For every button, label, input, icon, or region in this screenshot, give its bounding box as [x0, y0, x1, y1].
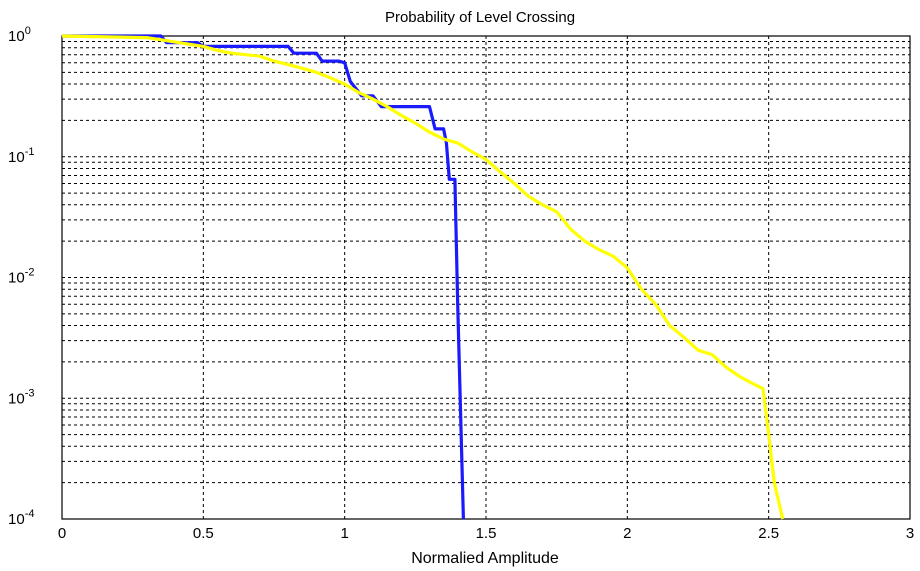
y-tick-label: 10-2 [8, 267, 34, 287]
x-tick-label: 1.5 [476, 525, 497, 542]
y-tick-label: 10-1 [8, 146, 34, 166]
x-tick-label: 2 [623, 525, 631, 542]
x-axis-label: Normalied Amplitude [411, 550, 559, 567]
y-tick-label: 10-4 [8, 508, 34, 528]
plot-frame [61, 35, 911, 520]
series-line-2 [61, 34, 785, 520]
tick-labels: 0 0.5 1 1.5 2 2.5 3 100 10-1 10-2 10-3 10-4 [8, 25, 914, 542]
y-tick-label: 10-3 [8, 387, 34, 407]
x-tick-label: 0 [58, 525, 66, 542]
x-tick-label: 3 [906, 525, 914, 542]
grid [62, 36, 910, 519]
x-tick-label: 0.5 [193, 525, 214, 542]
x-tick-label: 2.5 [758, 525, 779, 542]
chart-title: Probability of Level Crossing [385, 9, 575, 26]
series-layer [61, 34, 785, 520]
x-tick-label: 1 [340, 525, 348, 542]
y-tick-label: 100 [8, 25, 31, 45]
